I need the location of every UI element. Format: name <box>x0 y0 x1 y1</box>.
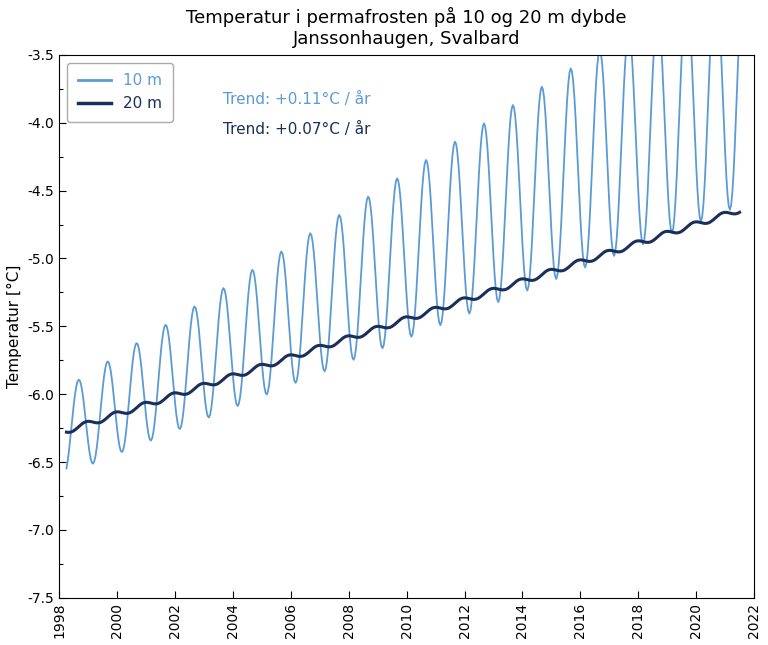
Title: Temperatur i permafrosten på 10 og 20 m dybde
Janssonhaugen, Svalbard: Temperatur i permafrosten på 10 og 20 m … <box>187 7 627 48</box>
Legend: 10 m, 20 m: 10 m, 20 m <box>67 63 173 122</box>
Y-axis label: Temperatur [°C]: Temperatur [°C] <box>7 264 22 388</box>
Text: Trend: +0.11°C / år: Trend: +0.11°C / år <box>223 92 370 107</box>
Text: Trend: +0.07°C / år: Trend: +0.07°C / år <box>223 123 370 137</box>
